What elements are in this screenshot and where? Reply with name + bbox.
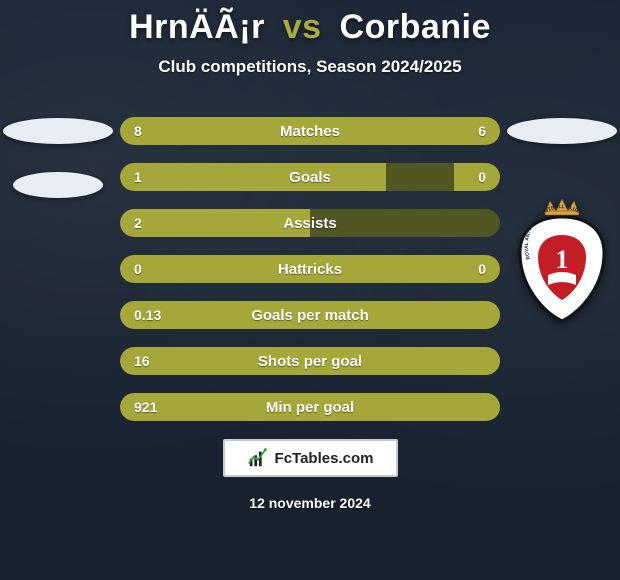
- source-link[interactable]: FcTables.com: [223, 439, 398, 477]
- page-title: HrnÄÃ¡r vs Corbanie: [0, 0, 620, 47]
- title-player1: HrnÄÃ¡r: [129, 8, 265, 46]
- stat-label: Matches: [120, 117, 500, 145]
- stat-row: 2Assists: [120, 209, 500, 237]
- stat-row: 921Min per goal: [120, 393, 500, 421]
- svg-text:1: 1: [556, 245, 569, 274]
- stat-row: 00Hattricks: [120, 255, 500, 283]
- source-label: FcTables.com: [275, 450, 374, 467]
- right-player-badge: 1 ROYAL ANTWERP FOOTBALL CLUB: [502, 118, 620, 324]
- stat-label: Goals per match: [120, 301, 500, 329]
- stat-label: Shots per goal: [120, 347, 500, 375]
- stat-label: Min per goal: [120, 393, 500, 421]
- stat-label: Goals: [120, 163, 500, 191]
- club-placeholder: [13, 172, 103, 198]
- title-vs: vs: [283, 8, 322, 46]
- title-player2: Corbanie: [340, 8, 491, 46]
- avatar-placeholder: [507, 118, 617, 144]
- club-crest-antwerp: 1 ROYAL ANTWERP FOOTBALL CLUB: [512, 199, 612, 324]
- stat-row: 16Shots per goal: [120, 347, 500, 375]
- stat-label: Assists: [120, 209, 500, 237]
- avatar-placeholder: [3, 118, 113, 144]
- stat-row: 0.13Goals per match: [120, 301, 500, 329]
- chart-icon: [247, 447, 269, 469]
- stat-row: 86Matches: [120, 117, 500, 145]
- stat-row: 10Goals: [120, 163, 500, 191]
- stat-label: Hattricks: [120, 255, 500, 283]
- left-player-badge: [0, 118, 118, 226]
- generated-date: 12 november 2024: [0, 495, 620, 511]
- subtitle: Club competitions, Season 2024/2025: [0, 57, 620, 77]
- stats-container: 86Matches 10Goals 2Assists 00Hattricks 0.13G…: [120, 117, 500, 421]
